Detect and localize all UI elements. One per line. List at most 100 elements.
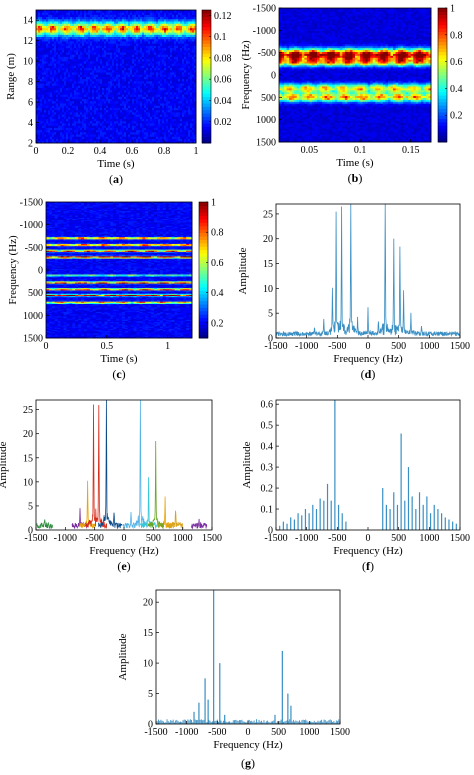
heatmap-cell	[168, 98, 171, 102]
heatmap-cell	[188, 123, 191, 126]
heatmap-cell	[38, 123, 41, 126]
heatmap-cell	[154, 116, 157, 120]
heatmap-cell	[154, 96, 157, 100]
heatmap-cell	[156, 80, 159, 84]
heatmap-cell	[82, 114, 85, 117]
heatmap-cell	[72, 125, 75, 128]
heatmap-cell	[186, 72, 189, 75]
heatmap-cell	[180, 63, 183, 66]
heatmap-cell	[106, 92, 109, 95]
heatmap-cell	[116, 118, 119, 122]
heatmap-cell	[100, 74, 103, 77]
heatmap-cell	[58, 60, 61, 64]
heatmap-cell	[68, 67, 71, 71]
heatmap-cell	[184, 47, 187, 51]
heatmap-cell	[148, 127, 151, 131]
heatmap-cell	[74, 78, 77, 82]
heatmap-cell	[182, 131, 185, 135]
heatmap-cell	[190, 116, 193, 120]
heatmap-cell	[176, 65, 179, 69]
heatmap-cell	[194, 136, 197, 139]
heatmap-cell	[66, 96, 69, 100]
heatmap-cell	[186, 52, 189, 55]
heatmap-cell	[190, 138, 193, 142]
heatmap-cell	[120, 103, 123, 106]
heatmap-cell	[100, 140, 103, 144]
heatmap-cell	[148, 85, 151, 88]
heatmap-cell	[104, 47, 107, 51]
heatmap-cell	[40, 78, 43, 82]
heatmap-cell	[166, 136, 169, 139]
colorbar-cell	[202, 23, 211, 28]
heatmap-cell	[104, 120, 107, 124]
heatmap-cell	[122, 125, 125, 128]
heatmap-cell	[72, 56, 75, 60]
heatmap-cell	[166, 118, 169, 122]
heatmap-cell	[58, 89, 61, 93]
heatmap-cell	[166, 89, 169, 93]
heatmap-cell	[126, 69, 129, 73]
heatmap-cell	[60, 94, 63, 97]
heatmap-cell	[190, 96, 193, 100]
heatmap-cell	[162, 47, 165, 51]
heatmap-cell	[180, 72, 183, 75]
heatmap-cell	[84, 85, 87, 88]
x-tick-label: 0.2	[62, 146, 75, 157]
heatmap-cell	[44, 76, 47, 80]
heatmap-cell	[98, 114, 101, 117]
heatmap-cell	[114, 87, 117, 91]
heatmap-cell	[80, 114, 83, 117]
heatmap-cell	[124, 83, 127, 86]
heatmap-cell	[104, 54, 107, 57]
heatmap-cell	[128, 98, 131, 102]
heatmap-cell	[50, 63, 53, 66]
heatmap-cell	[154, 105, 157, 108]
heatmap-cell	[194, 123, 197, 126]
heatmap-cell	[194, 83, 197, 86]
heatmap-cell	[126, 140, 129, 144]
heatmap-cell	[72, 83, 75, 86]
heatmap-cell	[132, 123, 135, 126]
heatmap-cell	[166, 78, 169, 82]
heatmap-cell	[162, 109, 165, 113]
heatmap-cell	[44, 109, 47, 113]
heatmap-cell	[102, 107, 105, 111]
heatmap-cell	[100, 120, 103, 124]
heatmap-cell	[140, 114, 143, 117]
heatmap-cell	[138, 107, 141, 111]
heatmap-cell	[114, 131, 117, 135]
heatmap-cell	[78, 56, 81, 60]
heatmap-cell	[126, 85, 129, 88]
heatmap-cell	[48, 140, 51, 144]
heatmap-cell	[118, 60, 121, 64]
heatmap-cell	[52, 58, 55, 62]
heatmap-cell	[110, 123, 113, 126]
heatmap-cell	[174, 87, 177, 91]
heatmap-cell	[188, 138, 191, 142]
heatmap-cell	[68, 87, 71, 91]
heatmap-cell	[124, 92, 127, 95]
heatmap-cell	[82, 129, 85, 133]
heatmap-cell	[120, 65, 123, 69]
heatmap-cell	[114, 76, 117, 80]
colorbar-cell	[202, 129, 211, 134]
heatmap-cell	[124, 134, 127, 137]
heatmap-cell	[90, 111, 93, 115]
heatmap-cell	[182, 100, 185, 104]
heatmap-cell	[74, 114, 77, 117]
heatmap-cell	[194, 63, 197, 66]
heatmap-cell	[166, 69, 169, 73]
heatmap-cell	[124, 78, 127, 82]
heatmap-cell	[182, 60, 185, 64]
heatmap-cell	[166, 72, 169, 75]
heatmap-cell	[144, 76, 147, 80]
heatmap-cell	[154, 120, 157, 124]
heatmap-cell	[116, 120, 119, 124]
heatmap-cell	[118, 74, 121, 77]
heatmap-cell	[140, 127, 143, 131]
heatmap-cell	[106, 116, 109, 120]
heatmap-cell	[104, 127, 107, 131]
heatmap-cell	[112, 127, 115, 131]
heatmap-cell	[52, 76, 55, 80]
heatmap-cell	[74, 129, 77, 133]
